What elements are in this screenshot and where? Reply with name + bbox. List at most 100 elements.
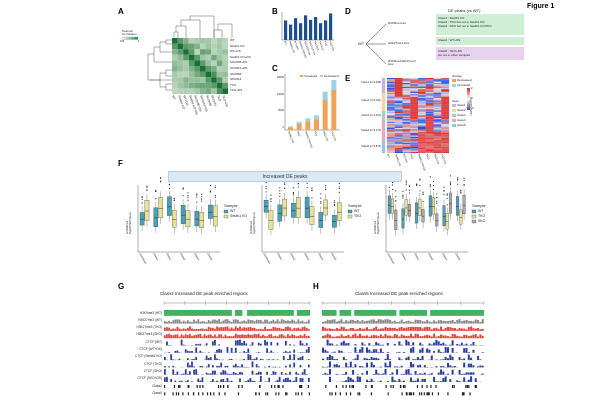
f-box <box>180 205 186 224</box>
f-outlier <box>214 194 216 197</box>
track-signal <box>437 349 440 353</box>
e-cell <box>441 86 450 89</box>
e-cell <box>387 118 395 120</box>
panel-letter-c: C <box>272 64 278 73</box>
track-signal <box>465 319 468 324</box>
track-signal <box>284 351 287 353</box>
track-signal <box>176 350 179 353</box>
panel-letter-b: B <box>272 7 278 16</box>
track-signal <box>170 329 173 331</box>
track-feature <box>435 385 437 388</box>
track-signal <box>444 327 447 331</box>
track-signal <box>419 364 422 368</box>
track-signal <box>389 335 392 339</box>
e-cell <box>425 118 434 120</box>
track-signal <box>470 326 473 331</box>
track-signal <box>377 358 380 361</box>
e-cell <box>387 128 395 130</box>
e-cell <box>425 124 434 126</box>
track-signal <box>453 321 456 324</box>
track-signal <box>384 368 387 375</box>
f-outlier <box>146 189 148 191</box>
f-outlier <box>416 183 418 185</box>
f-outlier <box>325 188 327 191</box>
track-signal <box>272 319 275 324</box>
track-signal <box>328 376 331 382</box>
track-signal <box>243 351 246 353</box>
track-feature <box>385 385 387 388</box>
e-cell <box>425 109 434 111</box>
track-signal <box>409 326 412 331</box>
track-signal <box>379 366 382 368</box>
track-signal <box>419 336 422 339</box>
track-signal <box>386 319 389 324</box>
track-signal <box>391 336 394 339</box>
track-signal <box>274 371 277 375</box>
track-signal <box>477 336 480 339</box>
track-signal <box>472 321 475 324</box>
track-signal <box>272 359 275 361</box>
track-gap <box>396 310 400 316</box>
e-cell <box>425 148 434 150</box>
track-signal <box>218 359 221 361</box>
e-cell <box>433 121 442 124</box>
f-box <box>263 199 269 213</box>
e-cell <box>402 131 411 134</box>
track-signal <box>368 359 371 361</box>
track-signal <box>430 344 433 346</box>
track-signal <box>301 356 304 361</box>
track-signal <box>284 373 287 375</box>
track-signal <box>416 334 419 339</box>
a-cell <box>205 71 212 78</box>
f-outlier <box>422 193 424 195</box>
track-feature <box>202 385 204 388</box>
e-cell <box>394 129 403 131</box>
e-cell <box>394 94 403 96</box>
track-signal <box>199 366 202 368</box>
track-feature <box>187 385 189 388</box>
track-signal <box>421 355 424 361</box>
track-signal <box>307 346 310 353</box>
e-class-legend-item: class3 <box>457 113 466 117</box>
e-cell <box>387 119 395 121</box>
track-signal <box>274 335 277 339</box>
track-signal <box>449 327 452 331</box>
track-signal <box>253 358 256 361</box>
track-feature <box>370 385 373 388</box>
a-row-label: Setdb1 KO+DS <box>230 54 251 59</box>
track-signal <box>216 326 218 331</box>
e-cell <box>394 136 403 139</box>
track-signal <box>352 334 355 339</box>
track-signal <box>349 377 352 382</box>
e-cell <box>441 128 450 130</box>
f-outlier <box>214 187 216 189</box>
e-cell <box>410 95 419 97</box>
track-signal <box>326 333 329 339</box>
e-cell <box>387 139 395 141</box>
f-outlier <box>320 201 322 203</box>
track-feature <box>461 392 464 396</box>
e-cell <box>402 140 411 142</box>
e-cell <box>425 79 434 81</box>
e-cell <box>410 96 419 99</box>
track-signal <box>170 322 173 324</box>
track-signal <box>251 334 254 339</box>
track-signal <box>287 377 289 382</box>
track-signal <box>331 319 334 324</box>
track-signal <box>370 362 373 368</box>
track-signal <box>359 365 362 368</box>
track-signal <box>195 347 198 353</box>
track-feature <box>345 392 347 396</box>
a-cell <box>200 71 206 78</box>
track-signal <box>186 380 189 382</box>
track-signal <box>164 369 166 375</box>
track-signal <box>274 321 277 324</box>
e-cell <box>394 104 403 106</box>
f-box <box>337 202 342 221</box>
track-signal <box>389 319 392 324</box>
track-signal <box>342 356 345 361</box>
e-cell <box>394 138 403 140</box>
track-signal <box>178 352 181 353</box>
track-signal <box>289 364 291 368</box>
e-cell <box>394 109 403 111</box>
